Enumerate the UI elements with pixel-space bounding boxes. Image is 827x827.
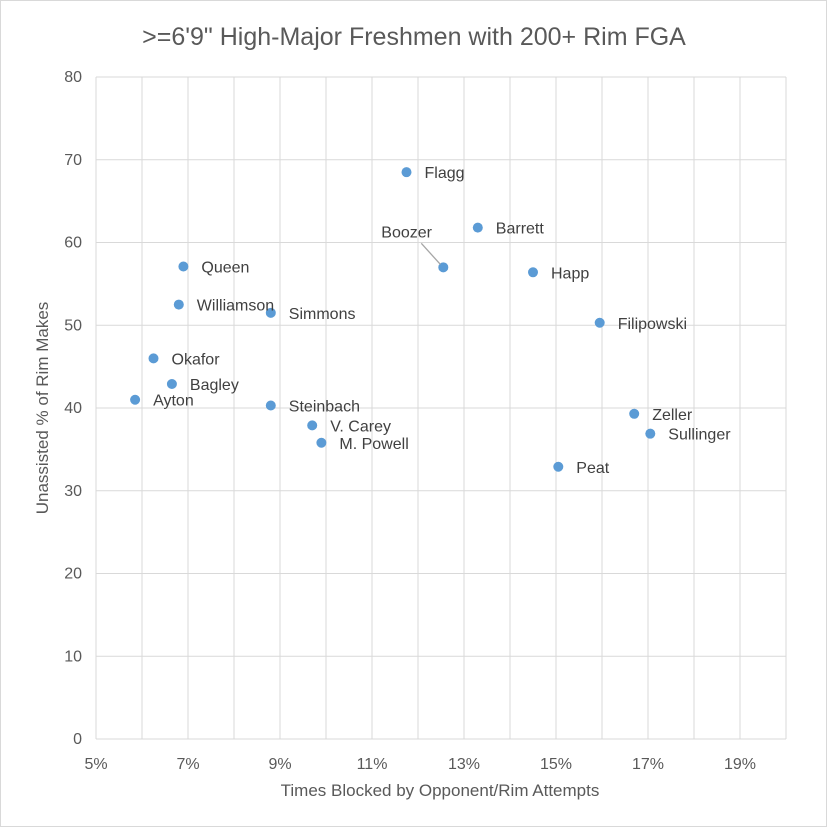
data-point: [594, 317, 605, 328]
data-point: [528, 267, 538, 278]
y-tick-label: 30: [64, 483, 82, 500]
point-label: Williamson: [197, 298, 274, 315]
tick-labels: 0 10 20 30 40 50 60 70 80 5% 7% 9% 11% 13% 15% 17% 19%: [64, 69, 756, 773]
point-label: Barrett: [496, 221, 545, 238]
point-label: V. Carey: [330, 418, 391, 435]
data-point: [472, 222, 483, 233]
y-tick-label: 80: [64, 69, 82, 86]
data-point: [130, 394, 141, 405]
y-tick-label: 50: [64, 317, 82, 334]
x-tick-label: 5%: [84, 756, 107, 773]
y-tick-label: 40: [64, 400, 82, 417]
point-label: Filipowski: [618, 316, 687, 333]
point-label: Boozer: [381, 224, 432, 241]
data-point: [178, 261, 189, 272]
point-label: Zeller: [652, 407, 693, 424]
y-tick-label: 0: [73, 731, 82, 748]
point-label: Okafor: [172, 351, 221, 368]
data-point: [307, 420, 318, 431]
point-label: M. Powell: [339, 436, 408, 453]
data-point: [265, 307, 276, 318]
data-point: [148, 353, 159, 364]
point-label: Sullinger: [668, 427, 731, 444]
data-point: [629, 408, 640, 419]
data-point: [401, 167, 412, 178]
data-point: [645, 428, 656, 439]
point-label: Peat: [576, 460, 609, 477]
data-points: [130, 167, 656, 472]
x-tick-label: 9%: [268, 756, 291, 773]
x-tick-label: 15%: [540, 756, 572, 773]
data-point: [166, 379, 177, 390]
x-axis-label: Times Blocked by Opponent/Rim Attempts: [281, 781, 600, 800]
point-label: Happ: [551, 265, 589, 282]
y-axis-label: Unassisted % of Rim Makes: [33, 302, 52, 515]
x-tick-label: 17%: [632, 756, 664, 773]
leader-line: [420, 242, 441, 265]
x-tick-label: 13%: [448, 756, 480, 773]
gridlines: [95, 76, 787, 740]
x-tick-label: 7%: [176, 756, 199, 773]
y-tick-label: 10: [64, 648, 82, 665]
data-point: [438, 262, 449, 273]
data-point: [265, 400, 276, 411]
x-tick-label: 11%: [357, 756, 388, 773]
y-tick-label: 20: [64, 566, 82, 583]
point-labels: Flagg Barrett Boozer Happ Queen Williamson Sim…: [153, 165, 731, 477]
point-label: Ayton: [153, 393, 194, 410]
point-label: Steinbach: [289, 399, 360, 416]
y-tick-label: 60: [64, 235, 82, 252]
x-tick-label: 19%: [724, 756, 756, 773]
chart-title: >=6'9" High-Major Freshmen with 200+ Rim…: [142, 23, 686, 51]
point-label: Flagg: [425, 165, 465, 182]
y-tick-label: 70: [64, 152, 82, 169]
data-point: [553, 461, 564, 472]
data-point: [173, 299, 184, 310]
data-point: [316, 437, 327, 448]
point-label: Queen: [201, 259, 249, 276]
point-label: Simmons: [289, 306, 356, 323]
point-label: Bagley: [190, 377, 239, 394]
